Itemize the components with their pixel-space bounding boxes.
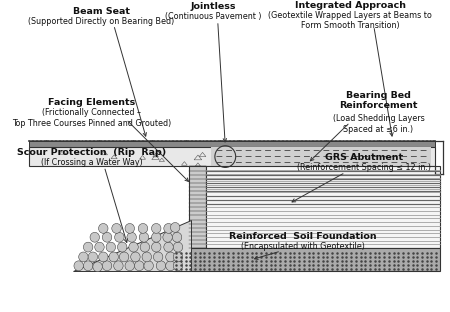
Text: Integrated Approach: Integrated Approach	[295, 1, 405, 10]
Circle shape	[164, 242, 173, 252]
Circle shape	[114, 261, 123, 271]
Circle shape	[125, 261, 135, 271]
Circle shape	[74, 261, 83, 271]
Circle shape	[102, 261, 112, 271]
Text: GRS Abutment: GRS Abutment	[325, 153, 403, 162]
Circle shape	[112, 223, 121, 233]
Circle shape	[99, 223, 108, 233]
Circle shape	[173, 261, 183, 271]
Circle shape	[127, 232, 136, 242]
Circle shape	[140, 242, 149, 252]
Circle shape	[144, 261, 153, 271]
Text: Bearing Bed
Reinforcement: Bearing Bed Reinforcement	[339, 91, 418, 110]
Circle shape	[95, 242, 104, 252]
Bar	[211, 147, 431, 166]
Circle shape	[138, 223, 148, 233]
Text: Beam Seat: Beam Seat	[73, 7, 130, 16]
Circle shape	[152, 223, 161, 233]
Text: (Reinforcement Spacing ≤ 12 in.): (Reinforcement Spacing ≤ 12 in.)	[297, 163, 431, 172]
Text: (Supported Directly on Bearing Bed): (Supported Directly on Bearing Bed)	[28, 17, 175, 26]
Circle shape	[83, 242, 93, 252]
Polygon shape	[73, 220, 191, 271]
Circle shape	[153, 252, 163, 262]
Text: (Encapsulated with Geotextile): (Encapsulated with Geotextile)	[241, 242, 365, 251]
Circle shape	[83, 261, 93, 271]
Circle shape	[93, 262, 102, 272]
Circle shape	[115, 232, 124, 242]
Circle shape	[139, 232, 149, 242]
Circle shape	[130, 252, 140, 262]
Circle shape	[152, 232, 161, 242]
Circle shape	[173, 252, 183, 262]
Bar	[207, 166, 440, 248]
Circle shape	[156, 261, 166, 271]
Circle shape	[102, 232, 112, 242]
Bar	[189, 166, 207, 248]
Bar	[173, 248, 440, 271]
Text: (Continuous Pavement ): (Continuous Pavement )	[165, 12, 261, 21]
Circle shape	[164, 223, 173, 233]
Circle shape	[152, 242, 161, 252]
Text: Scour Protection  (Rip  Rap): Scour Protection (Rip Rap)	[17, 148, 166, 157]
Circle shape	[119, 252, 129, 262]
Text: (Frictionally Connected –
Top Three Courses Pinned and Grouted): (Frictionally Connected – Top Three Cour…	[12, 108, 171, 128]
Text: (Load Shedding Layers
Spaced at ≤6 in.): (Load Shedding Layers Spaced at ≤6 in.)	[333, 114, 424, 134]
Text: Facing Elements: Facing Elements	[48, 98, 135, 107]
Bar	[28, 147, 435, 166]
Circle shape	[99, 252, 108, 262]
Text: Jointless: Jointless	[190, 2, 236, 11]
Circle shape	[142, 252, 152, 262]
Text: (Geotextile Wrapped Layers at Beams to
Form Smooth Transition): (Geotextile Wrapped Layers at Beams to F…	[268, 11, 432, 31]
Circle shape	[173, 242, 183, 252]
Circle shape	[125, 223, 135, 233]
Text: (If Crossing a Water Way): (If Crossing a Water Way)	[41, 158, 143, 167]
Circle shape	[106, 242, 116, 252]
Circle shape	[172, 232, 182, 242]
Circle shape	[90, 232, 99, 242]
Bar	[28, 141, 435, 147]
Circle shape	[109, 252, 118, 262]
Circle shape	[135, 261, 144, 271]
Circle shape	[166, 261, 175, 271]
Circle shape	[117, 242, 127, 252]
Text: Reinforced  Soil Foundation: Reinforced Soil Foundation	[229, 232, 377, 241]
Circle shape	[129, 242, 138, 252]
Circle shape	[163, 232, 172, 242]
Circle shape	[79, 252, 88, 262]
Circle shape	[88, 252, 98, 262]
Circle shape	[166, 252, 175, 262]
Circle shape	[171, 222, 180, 232]
